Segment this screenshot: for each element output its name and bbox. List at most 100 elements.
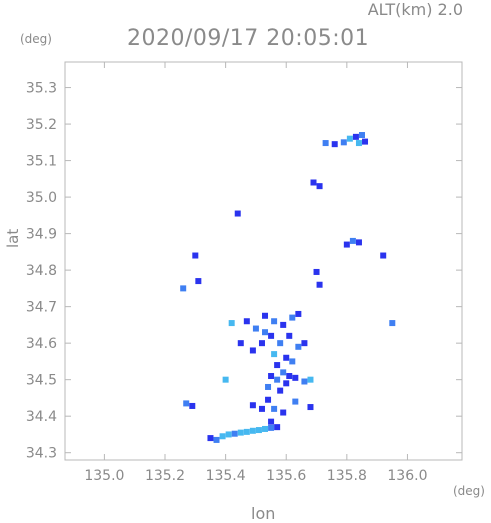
echo-point — [292, 398, 299, 405]
echo-point — [265, 383, 272, 390]
echo-point — [389, 320, 396, 327]
echo-point — [231, 430, 238, 437]
echo-point — [280, 369, 287, 376]
x-tick-label: 135.0 — [84, 468, 124, 484]
echo-point — [316, 183, 323, 190]
echo-point — [268, 424, 275, 431]
x-unit-label: (deg) — [453, 484, 485, 498]
echo-point — [322, 140, 329, 147]
echo-point — [355, 239, 362, 246]
echo-point — [180, 285, 187, 292]
y-tick-label: 35.3 — [26, 81, 57, 97]
echo-point — [192, 252, 199, 259]
x-tick-label: 136.0 — [387, 468, 427, 484]
echo-point — [183, 400, 190, 407]
echo-point — [195, 278, 202, 285]
echo-point — [219, 433, 226, 440]
echo-point — [222, 376, 229, 383]
echo-point — [331, 141, 338, 148]
echo-point — [274, 362, 281, 369]
echo-point — [307, 404, 314, 411]
y-tick-label: 34.9 — [26, 227, 57, 243]
echo-point — [352, 133, 359, 140]
x-tick-label: 135.6 — [266, 468, 306, 484]
echo-point — [362, 138, 369, 145]
echo-point — [346, 135, 353, 142]
echo-point — [355, 140, 362, 147]
echo-point — [380, 252, 387, 259]
y-tick-label: 34.6 — [26, 336, 57, 352]
echo-point — [283, 354, 290, 361]
tick-layer: 135.0 135.2 135.4 135.6 135.8 136.0 34.3 34.4 34… — [26, 62, 462, 484]
echo-point — [207, 435, 214, 442]
y-tick-label: 34.7 — [26, 300, 57, 316]
echo-point — [277, 340, 284, 347]
echo-point — [313, 268, 320, 275]
echo-point — [274, 376, 281, 383]
echo-point — [289, 314, 296, 321]
timestamp-title: 2020/09/17 20:05:01 — [127, 26, 370, 51]
echo-point — [237, 340, 244, 347]
y-tick-label: 35.2 — [26, 117, 57, 133]
echo-point — [292, 374, 299, 381]
echo-point — [249, 427, 256, 434]
echo-point — [268, 373, 275, 380]
altitude-label: ALT(km) 2.0 — [367, 0, 463, 19]
echo-point — [286, 332, 293, 339]
echo-point — [228, 320, 235, 327]
echo-point — [268, 418, 275, 425]
y-tick-label: 35.0 — [26, 190, 57, 206]
echo-point — [237, 429, 244, 436]
echo-point — [295, 310, 302, 317]
echo-point — [271, 405, 278, 412]
echo-point — [268, 332, 275, 339]
x-axis-label: lon — [251, 504, 276, 523]
echo-point — [358, 132, 365, 139]
echo-point — [243, 428, 250, 435]
y-tick-label: 34.3 — [26, 446, 57, 462]
echo-point — [189, 402, 196, 409]
echo-point — [316, 281, 323, 288]
echo-point — [213, 436, 220, 443]
echo-point — [274, 424, 281, 431]
echo-point — [301, 378, 308, 385]
x-tick-label: 135.2 — [145, 468, 185, 484]
x-tick-label: 135.8 — [327, 468, 367, 484]
echo-point — [289, 358, 296, 365]
echo-point — [280, 409, 287, 416]
echo-point — [277, 387, 284, 394]
y-tick-label: 34.5 — [26, 373, 57, 389]
echo-point — [271, 351, 278, 358]
x-tick-label: 135.4 — [206, 468, 246, 484]
echo-point — [252, 325, 259, 332]
y-tick-label: 34.4 — [26, 409, 57, 425]
echo-point — [262, 312, 269, 319]
echo-point — [295, 343, 302, 350]
y-tick-label: 35.1 — [26, 154, 57, 170]
echo-point — [243, 318, 250, 325]
y-tick-label: 34.8 — [26, 263, 57, 279]
echo-point — [249, 347, 256, 354]
echo-layer — [180, 132, 396, 443]
echo-point — [271, 318, 278, 325]
echo-point — [343, 241, 350, 248]
echo-point — [234, 210, 241, 217]
echo-point — [301, 340, 308, 347]
echo-point — [262, 329, 269, 336]
echo-point — [340, 139, 347, 146]
echo-point — [280, 321, 287, 328]
echo-point — [258, 340, 265, 347]
echo-point — [286, 373, 293, 380]
echo-point — [349, 237, 356, 244]
echo-point — [310, 179, 317, 186]
echo-point — [262, 425, 269, 432]
echo-point — [225, 431, 232, 438]
echo-point — [283, 380, 290, 387]
echo-point — [255, 427, 262, 434]
echo-point — [265, 396, 272, 403]
plot-frame — [64, 61, 463, 461]
echo-point — [249, 402, 256, 409]
echo-point — [258, 405, 265, 412]
y-unit-label: (deg) — [20, 32, 52, 46]
